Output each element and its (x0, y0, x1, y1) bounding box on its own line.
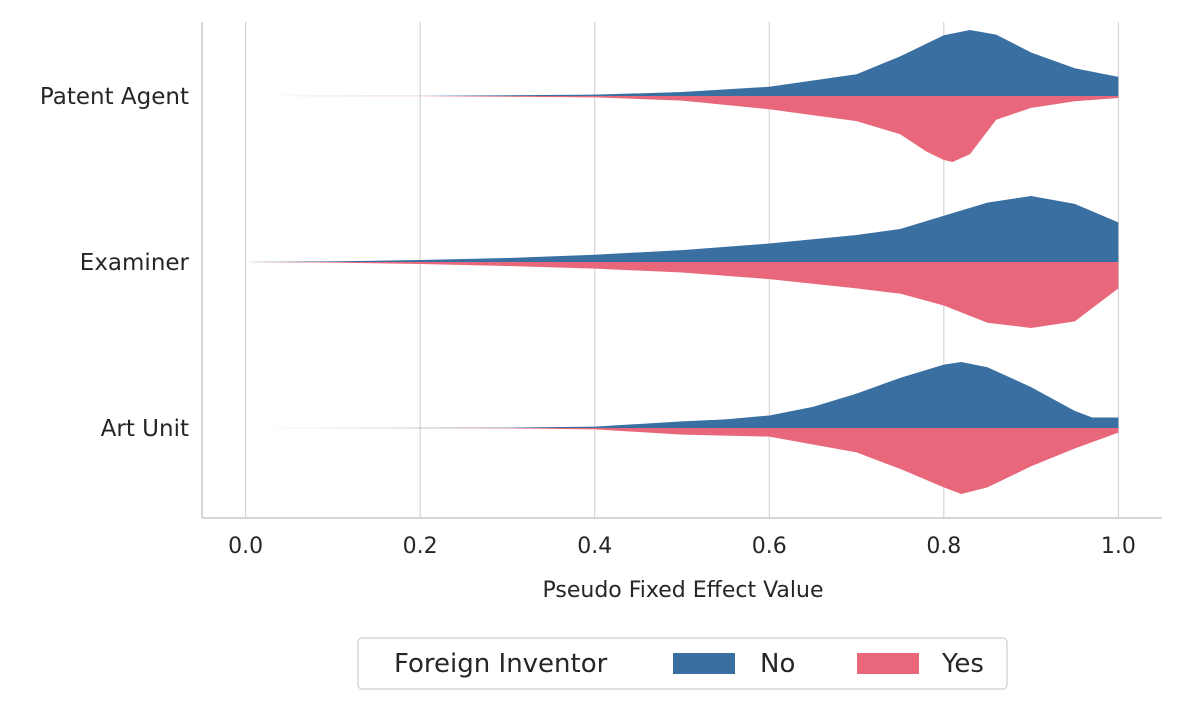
violin-art-unit-yes (245, 428, 1119, 494)
violin-layer (245, 30, 1119, 494)
x-tick-label-1: 0.2 (403, 534, 438, 559)
violin-examiner-no (245, 196, 1119, 262)
category-label-examiner: Examiner (80, 250, 190, 276)
violin-patent-agent-no (245, 30, 1119, 96)
violin-patent-agent-yes (245, 96, 1119, 162)
x-axis-label: Pseudo Fixed Effect Value (543, 578, 824, 603)
legend-swatch-yes (857, 653, 919, 674)
legend-label-no: No (760, 649, 795, 679)
category-label-art-unit: Art Unit (101, 416, 189, 442)
violin-art-unit-no (245, 362, 1119, 428)
x-tick-label-3: 0.6 (752, 534, 787, 559)
violin-examiner-yes (245, 262, 1119, 328)
legend: Foreign Inventor No Yes (357, 637, 1008, 690)
x-tick-label-4: 0.8 (926, 534, 961, 559)
x-tick-label-2: 0.4 (577, 534, 612, 559)
legend-swatch-no (673, 653, 735, 674)
x-tick-label-0: 0.0 (228, 534, 263, 559)
legend-title: Foreign Inventor (394, 649, 608, 679)
legend-label-yes: Yes (941, 649, 984, 679)
category-label-patent-agent: Patent Agent (40, 84, 189, 110)
axis-layer: 0.0 0.2 0.4 0.6 0.8 1.0 Patent Agent Examiner Ar… (40, 22, 1162, 603)
x-tick-label-5: 1.0 (1101, 534, 1136, 559)
